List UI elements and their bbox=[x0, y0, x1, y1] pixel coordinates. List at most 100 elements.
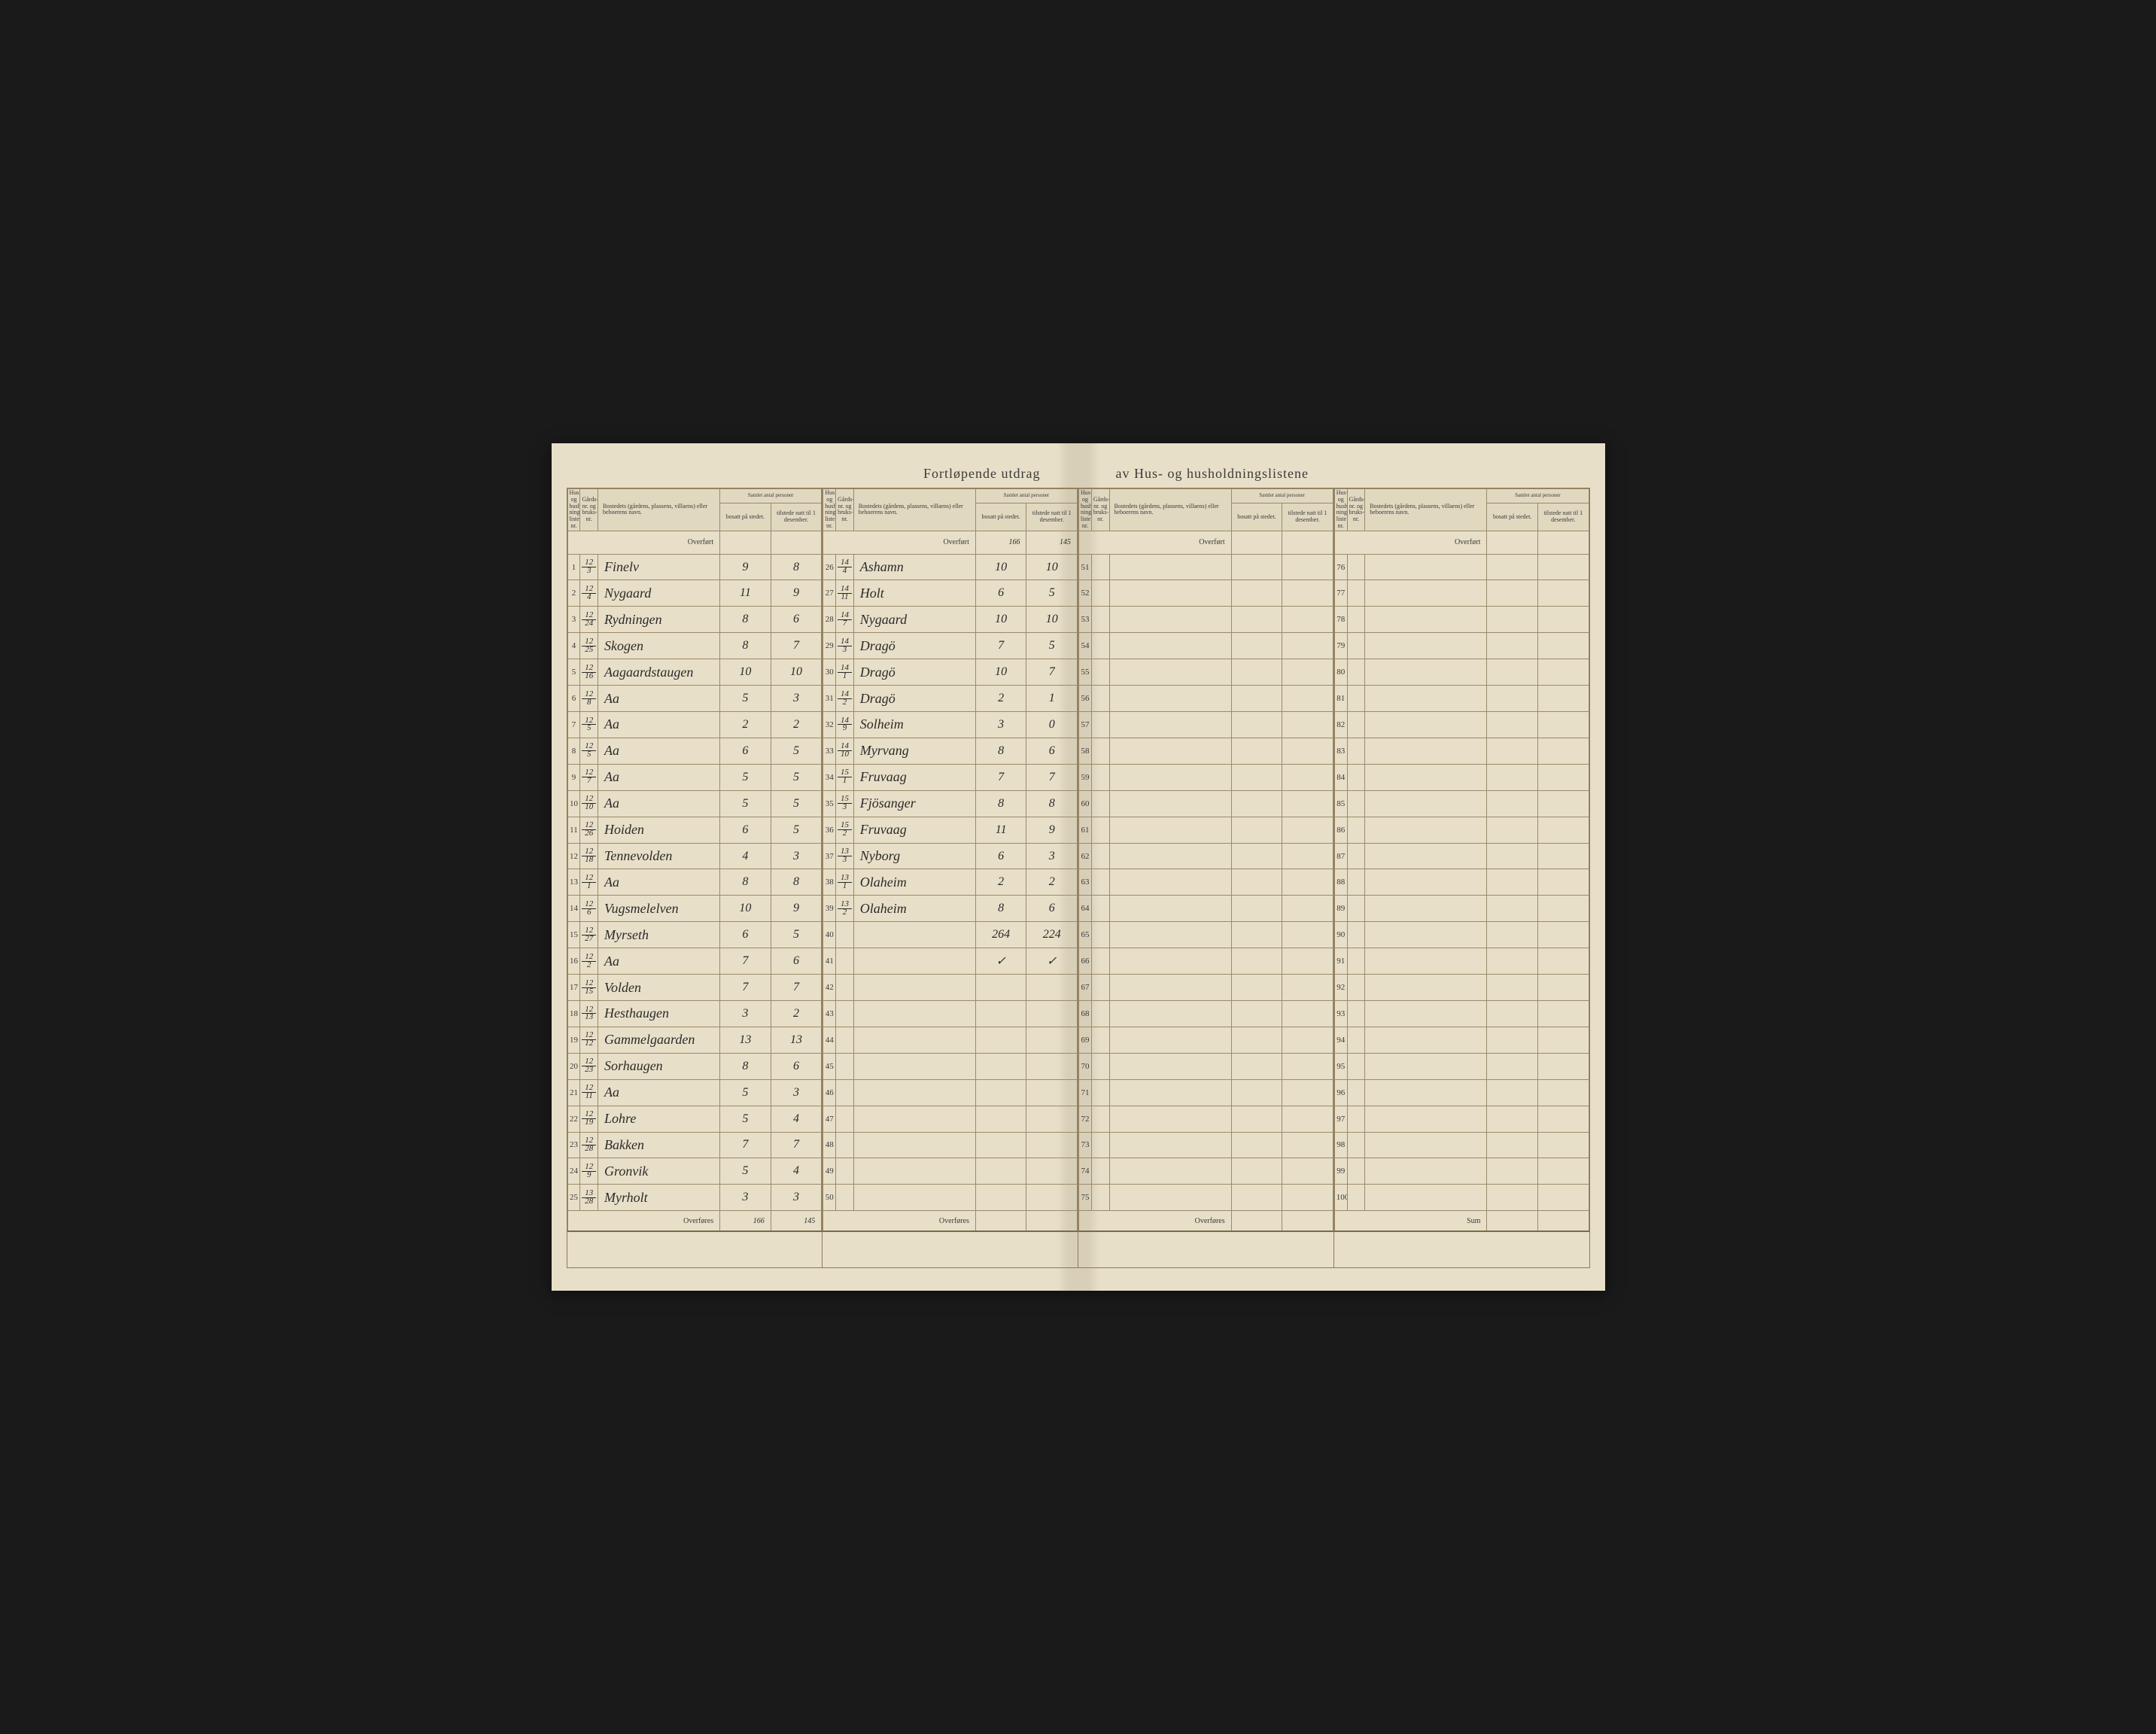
row-number: 82 bbox=[1334, 712, 1347, 738]
gards-bruks-nr bbox=[1347, 896, 1365, 922]
bosted-name bbox=[1365, 686, 1487, 712]
tilstede-count bbox=[1282, 975, 1333, 1001]
gards-bruks-nr bbox=[1091, 580, 1109, 607]
ledger-row: 40264224 bbox=[823, 922, 1078, 948]
gards-bruks-nr: 123 bbox=[580, 554, 598, 580]
gards-bruks-nr bbox=[1091, 633, 1109, 659]
tilstede-count bbox=[1026, 1000, 1078, 1027]
bosted-name: Rydningen bbox=[598, 607, 720, 633]
bosatt-count bbox=[1487, 948, 1538, 975]
gards-bruks-nr: 1225 bbox=[580, 633, 598, 659]
row-number: 46 bbox=[823, 1079, 836, 1106]
tilstede-count bbox=[1537, 790, 1589, 817]
tilstede-count bbox=[1282, 580, 1333, 607]
bosted-name bbox=[1109, 869, 1231, 896]
tilstede-count bbox=[1537, 580, 1589, 607]
row-number: 57 bbox=[1079, 712, 1092, 738]
bosatt-count: 8 bbox=[720, 633, 771, 659]
ledger-row: 55 bbox=[1079, 659, 1333, 686]
row-number: 72 bbox=[1079, 1106, 1092, 1132]
bosatt-count bbox=[1487, 659, 1538, 686]
tilstede-count: 3 bbox=[1026, 843, 1078, 869]
bosted-name bbox=[1365, 922, 1487, 948]
row-number: 66 bbox=[1079, 948, 1092, 975]
bosatt-count: 5 bbox=[720, 1079, 771, 1106]
bosatt-count bbox=[1231, 896, 1282, 922]
overfores-label: Overføres bbox=[567, 1211, 720, 1231]
row-number: 26 bbox=[823, 554, 836, 580]
gards-bruks-nr: 1226 bbox=[580, 817, 598, 843]
tilstede-count bbox=[1537, 817, 1589, 843]
ledger-row: 121218Tennevolden43 bbox=[567, 843, 822, 869]
tilstede-count: 6 bbox=[771, 948, 822, 975]
gards-bruks-nr: 129 bbox=[580, 1158, 598, 1185]
row-number: 21 bbox=[567, 1079, 580, 1106]
bosted-name: Skogen bbox=[598, 633, 720, 659]
ledger-row: 47 bbox=[823, 1106, 1078, 1132]
ledger-panel: Hus- og hushold-nings-liste nr.Gårds-nr.… bbox=[823, 488, 1078, 1268]
bosted-name bbox=[1109, 1079, 1231, 1106]
row-number: 23 bbox=[567, 1132, 580, 1158]
bosted-name bbox=[853, 1000, 975, 1027]
gards-bruks-nr bbox=[836, 975, 854, 1001]
bosted-name bbox=[853, 975, 975, 1001]
ledger-row: 80 bbox=[1334, 659, 1589, 686]
ledger-row: 84 bbox=[1334, 764, 1589, 790]
bosted-name bbox=[1109, 1158, 1231, 1185]
tilstede-count: 6 bbox=[771, 1053, 822, 1079]
bosted-name bbox=[1365, 607, 1487, 633]
gards-bruks-nr bbox=[1347, 1158, 1365, 1185]
gards-bruks-nr bbox=[1347, 659, 1365, 686]
bosatt-count: 2 bbox=[975, 869, 1026, 896]
bosatt-count bbox=[1231, 1027, 1282, 1053]
tilstede-count bbox=[1282, 1053, 1333, 1079]
bosted-name bbox=[853, 1185, 975, 1211]
ledger-row: 2124Nygaard119 bbox=[567, 580, 822, 607]
ledger-row: 79 bbox=[1334, 633, 1589, 659]
overfort-bosatt bbox=[720, 531, 771, 554]
bosatt-count: 7 bbox=[975, 764, 1026, 790]
row-number: 30 bbox=[823, 659, 836, 686]
gards-bruks-nr bbox=[1347, 1079, 1365, 1106]
row-number: 28 bbox=[823, 607, 836, 633]
tilstede-count bbox=[1282, 948, 1333, 975]
row-number: 7 bbox=[567, 712, 580, 738]
bosatt-count bbox=[1487, 1132, 1538, 1158]
gards-bruks-nr: 142 bbox=[836, 686, 854, 712]
gards-bruks-nr: 133 bbox=[836, 843, 854, 869]
row-number: 84 bbox=[1334, 764, 1347, 790]
bosatt-count bbox=[1487, 896, 1538, 922]
tilstede-count bbox=[1282, 1132, 1333, 1158]
ledger-row: 63 bbox=[1079, 869, 1333, 896]
tilstede-count bbox=[1537, 712, 1589, 738]
gards-bruks-nr bbox=[1091, 869, 1109, 896]
bosatt-count bbox=[1231, 686, 1282, 712]
bosted-name: Aa bbox=[598, 738, 720, 764]
row-number: 2 bbox=[567, 580, 580, 607]
tilstede-count bbox=[1537, 1132, 1589, 1158]
bosted-name: Fruvaag bbox=[853, 817, 975, 843]
tilstede-count bbox=[1537, 948, 1589, 975]
ledger-row: 54 bbox=[1079, 633, 1333, 659]
row-number: 11 bbox=[567, 817, 580, 843]
bosted-name bbox=[1365, 1079, 1487, 1106]
bosted-name: Fruvaag bbox=[853, 764, 975, 790]
tilstede-count bbox=[1282, 1185, 1333, 1211]
bosatt-count bbox=[1487, 1158, 1538, 1185]
gards-bruks-nr: 147 bbox=[836, 607, 854, 633]
row-number: 93 bbox=[1334, 1000, 1347, 1027]
ledger-row: 9127Aa55 bbox=[567, 764, 822, 790]
tilstede-count: 8 bbox=[771, 869, 822, 896]
ledger-row: 67 bbox=[1079, 975, 1333, 1001]
row-number: 90 bbox=[1334, 922, 1347, 948]
bosted-name: Hoiden bbox=[598, 817, 720, 843]
gards-bruks-nr bbox=[1091, 1158, 1109, 1185]
bosted-name: Volden bbox=[598, 975, 720, 1001]
bosted-name bbox=[1109, 1000, 1231, 1027]
col-header-bosatt: bosatt på stedet. bbox=[1487, 503, 1538, 531]
ledger-row: 13121Aa88 bbox=[567, 869, 822, 896]
row-number: 69 bbox=[1079, 1027, 1092, 1053]
gards-bruks-nr: 144 bbox=[836, 554, 854, 580]
row-number: 14 bbox=[567, 896, 580, 922]
gards-bruks-nr bbox=[1347, 686, 1365, 712]
